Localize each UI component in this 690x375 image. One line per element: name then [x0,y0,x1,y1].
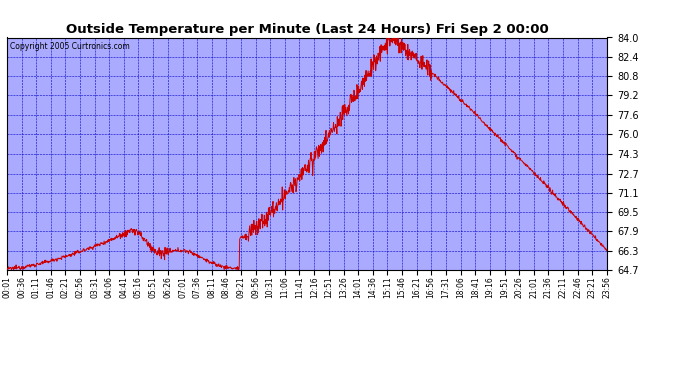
Text: Copyright 2005 Curtronics.com: Copyright 2005 Curtronics.com [10,42,130,51]
Title: Outside Temperature per Minute (Last 24 Hours) Fri Sep 2 00:00: Outside Temperature per Minute (Last 24 … [66,23,549,36]
